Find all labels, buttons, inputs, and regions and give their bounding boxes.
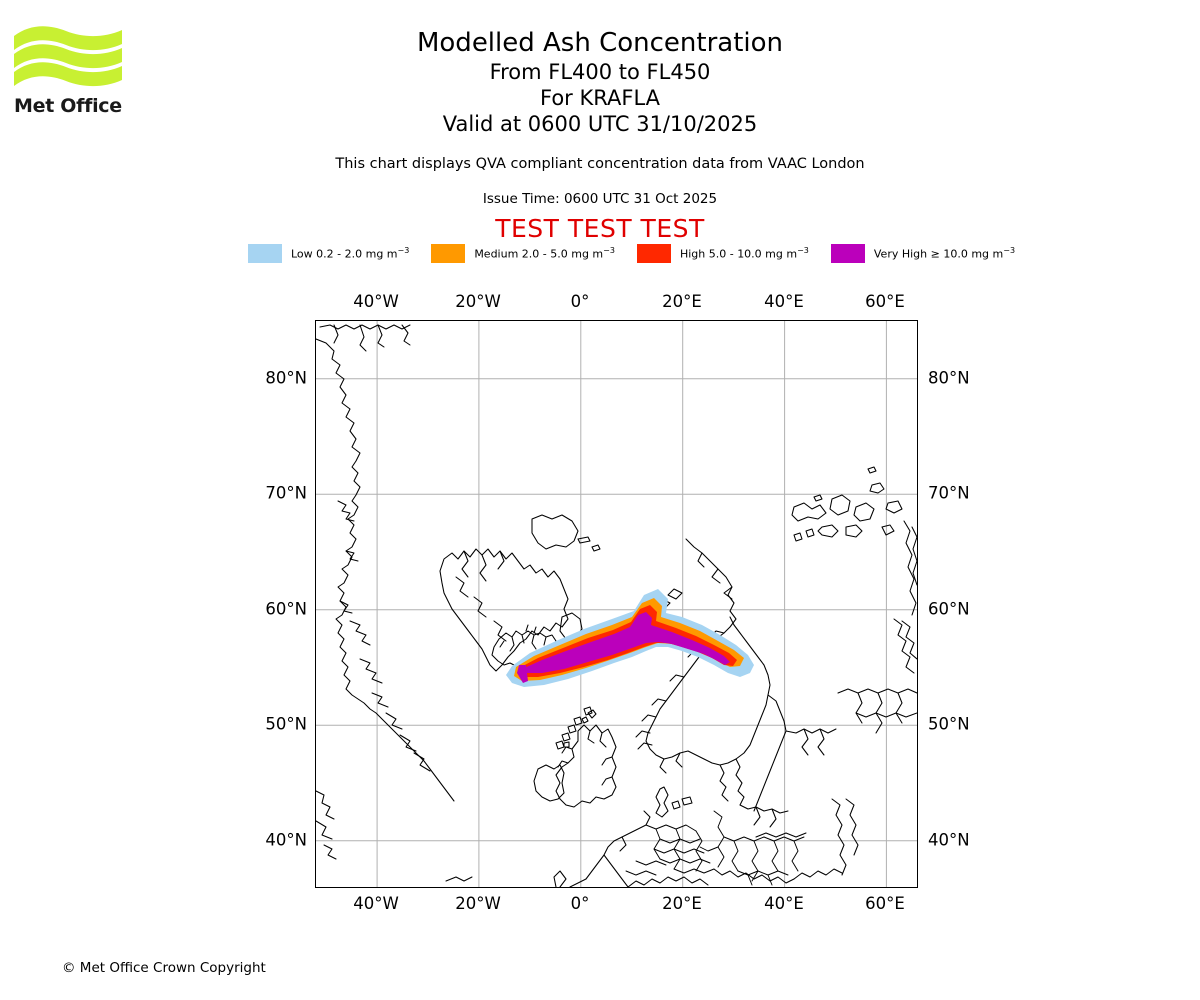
concentration-legend: Low 0.2 - 2.0 mg m−3 Medium 2.0 - 5.0 mg…: [248, 243, 1015, 263]
map-gridlines: [316, 321, 917, 887]
qva-compliance-note: This chart displays QVA compliant concen…: [335, 156, 865, 172]
lon-label-bottom-40e: 40°E: [764, 894, 804, 913]
lon-label-top-20e: 20°E: [662, 292, 702, 311]
copyright-text: © Met Office Crown Copyright: [62, 960, 266, 976]
lat-label-right-80n: 80°N: [928, 368, 970, 388]
flight-level-subtitle: From FL400 to FL450: [489, 60, 711, 84]
lat-label-right-70n: 70°N: [928, 483, 970, 503]
lat-label-left-40n: 40°N: [265, 830, 307, 850]
legend-item-high: High 5.0 - 10.0 mg m−3: [636, 243, 809, 263]
lat-label-left-50n: 50°N: [265, 714, 307, 734]
chart-title-block: Modelled Ash Concentration From FL400 to…: [0, 28, 1200, 137]
legend-label-high: High 5.0 - 10.0 mg m−3: [679, 245, 809, 261]
legend-item-very-high: Very High ≥ 10.0 mg m−3: [830, 243, 1016, 263]
met-office-logo: Met Office: [12, 22, 132, 117]
lat-label-right-50n: 50°N: [928, 714, 970, 734]
lat-label-right-40n: 40°N: [928, 830, 970, 850]
lon-label-bottom-20e: 20°E: [662, 894, 702, 913]
volcano-subtitle: For KRAFLA: [540, 86, 660, 110]
coastlines: [316, 324, 917, 887]
lon-label-bottom-40w: 40°W: [353, 894, 399, 913]
map-frame: [315, 320, 918, 888]
legend-swatch-high: [636, 243, 671, 263]
test-banner: TEST TEST TEST: [495, 214, 705, 243]
lon-label-bottom-20w: 20°W: [455, 894, 501, 913]
map-graphic: [316, 321, 917, 887]
lon-label-top-60e: 60°E: [865, 292, 905, 311]
lon-label-top-40e: 40°E: [764, 292, 804, 311]
ash-contour-very-high: [522, 612, 730, 673]
lon-label-top-0: 0°: [570, 292, 590, 311]
met-office-logo-text: Met Office: [14, 95, 122, 117]
map-container: 40°W 20°W 0° 20°E 40°E 60°E 40°W 20°W 0°…: [265, 292, 969, 913]
lat-label-left-60n: 60°N: [265, 599, 307, 619]
ash-source-tail: [517, 665, 528, 683]
legend-swatch-low: [248, 243, 282, 263]
legend-label-medium: Medium 2.0 - 5.0 mg m−3: [474, 245, 615, 261]
lat-label-right-60n: 60°N: [928, 599, 970, 619]
legend-label-very-high: Very High ≥ 10.0 mg m−3: [873, 245, 1016, 261]
lat-label-left-80n: 80°N: [265, 368, 307, 388]
lon-label-top-20w: 20°W: [455, 292, 501, 311]
legend-swatch-medium: [431, 243, 466, 263]
met-office-wave-icon: [14, 26, 122, 87]
valid-time-subtitle: Valid at 0600 UTC 31/10/2025: [442, 112, 758, 136]
ash-plume: [506, 589, 754, 687]
lon-label-bottom-60e: 60°E: [865, 894, 905, 913]
issue-time-text: Issue Time: 0600 UTC 31 Oct 2025: [482, 191, 718, 207]
legend-swatch-very-high: [830, 243, 865, 263]
lon-label-bottom-0: 0°: [570, 894, 590, 913]
legend-item-low: Low 0.2 - 2.0 mg m−3: [248, 243, 409, 263]
lat-label-left-70n: 70°N: [265, 483, 307, 503]
lon-label-top-40w: 40°W: [353, 292, 399, 311]
legend-item-medium: Medium 2.0 - 5.0 mg m−3: [431, 243, 615, 263]
legend-label-low: Low 0.2 - 2.0 mg m−3: [291, 245, 410, 261]
page-title: Modelled Ash Concentration: [416, 28, 784, 58]
